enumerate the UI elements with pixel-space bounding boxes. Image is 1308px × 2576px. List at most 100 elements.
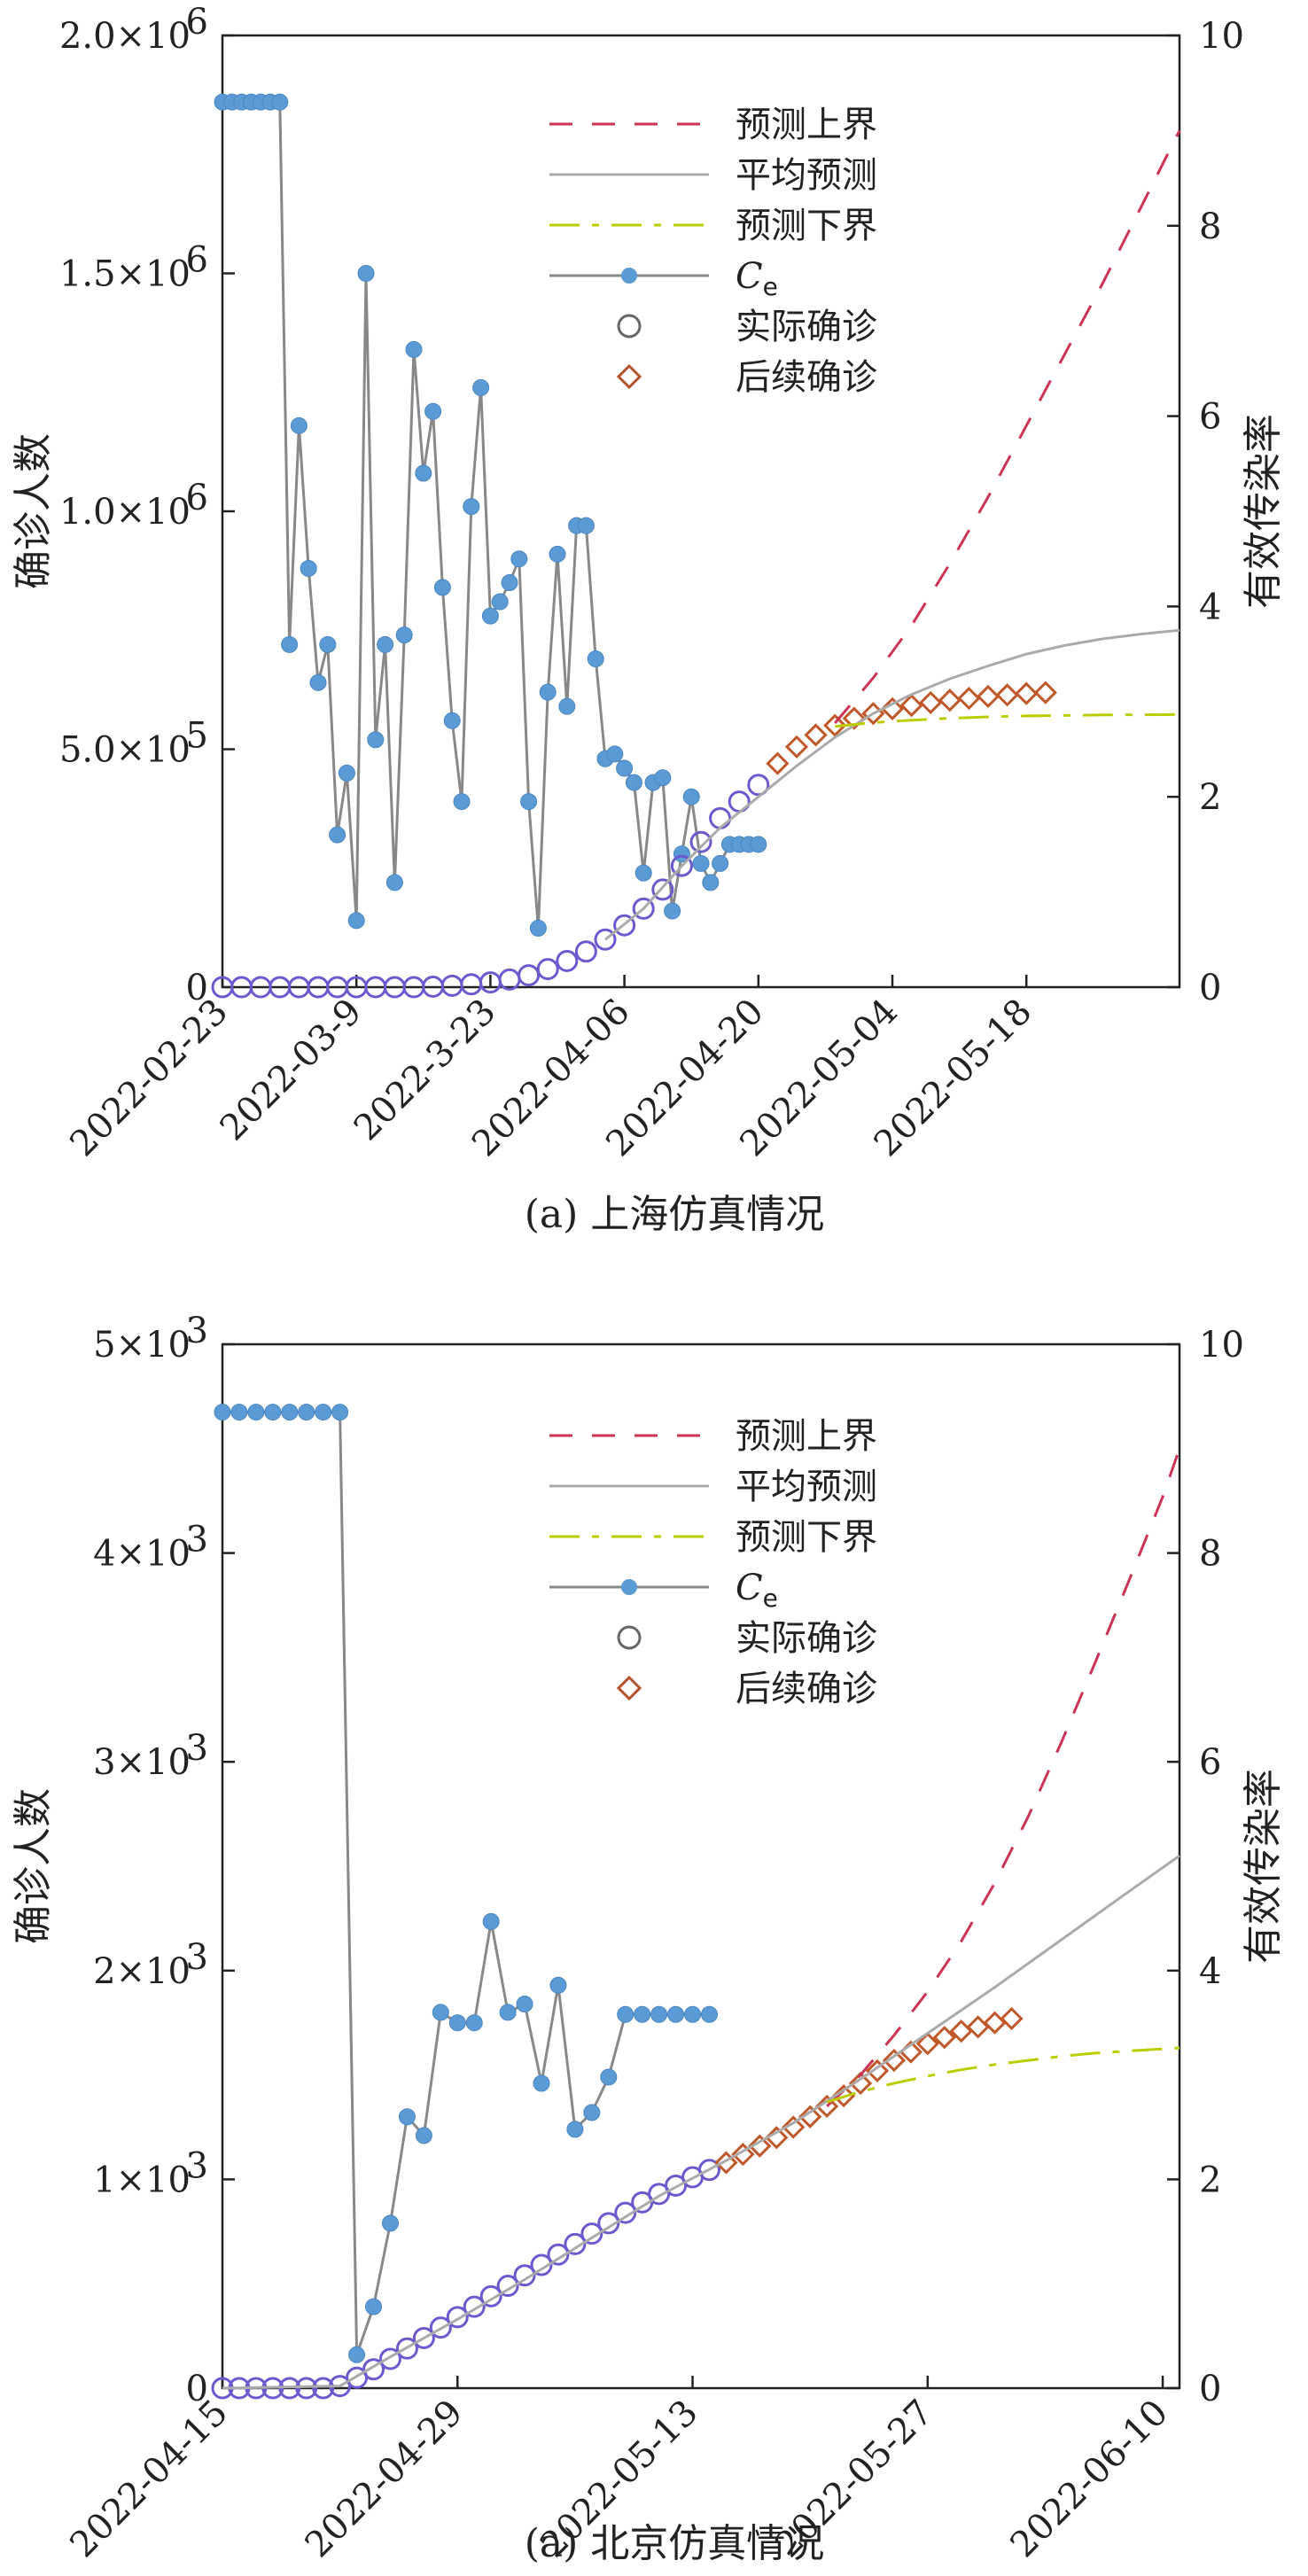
y-right-tick-label: 2 — [1199, 2160, 1221, 2200]
actual-confirmed-point — [530, 2253, 553, 2276]
later-confirmed-point — [1000, 2006, 1024, 2031]
y-left-tick-exponent: 6 — [186, 2, 208, 43]
y-left-tick-exponent: 6 — [186, 240, 208, 281]
later-confirmed-point — [782, 2115, 806, 2139]
ce-point — [583, 2104, 601, 2121]
series-平均预测 — [222, 1854, 1180, 2390]
ce-point — [463, 498, 480, 516]
series-预测下界 — [826, 2046, 1180, 2104]
y-left-tick-label: 5.0×10 — [59, 730, 191, 771]
ce-point — [558, 697, 576, 715]
ce-point — [453, 793, 471, 811]
ce-point — [281, 635, 299, 653]
ce-point — [499, 2004, 517, 2021]
legend-label: 预测下界 — [736, 1517, 877, 1558]
actual-confirmed-point — [440, 974, 463, 997]
legend-label: 后续确诊 — [736, 1669, 877, 1709]
ce-point — [712, 854, 729, 872]
actual-confirmed-point — [747, 774, 770, 797]
y-left-tick-label: 1×10 — [93, 2160, 191, 2200]
legend-label: 平均预测 — [736, 1467, 877, 1507]
y-right-tick-label: 0 — [1199, 968, 1221, 1008]
ce-point — [247, 1404, 265, 1421]
y-left-tick-exponent: 5 — [186, 716, 208, 757]
actual-confirmed-point — [513, 2264, 536, 2287]
y-left-tick-exponent: 3 — [186, 1520, 208, 1560]
y-left-tick-exponent: 3 — [186, 1937, 208, 1978]
ce-point — [338, 764, 355, 782]
actual-confirmed-point — [632, 897, 655, 920]
ce-point — [501, 574, 518, 592]
legend-swatch-circle — [617, 1625, 642, 1650]
ce-point — [700, 2005, 718, 2023]
ce-point — [424, 402, 442, 420]
actual-confirmed-point — [378, 2347, 401, 2370]
series-预测下界 — [835, 712, 1180, 728]
later-confirmed-point — [804, 723, 828, 747]
actual-confirmed-point — [564, 2232, 587, 2255]
y-right-tick-label: 8 — [1199, 1534, 1221, 1575]
ce-point — [381, 2214, 399, 2232]
ce-point — [357, 265, 375, 282]
ce-point — [281, 1404, 299, 1421]
ce-point — [443, 712, 461, 729]
ce-point — [230, 1404, 248, 1421]
series-平均预测 — [604, 628, 1180, 941]
ce-point — [405, 340, 423, 358]
ce-point — [319, 635, 337, 653]
ce-point — [520, 793, 538, 811]
ce-point — [365, 2298, 383, 2315]
ce-point — [650, 2005, 668, 2023]
ce-point — [290, 416, 308, 434]
y-left-tick-label: 5×10 — [93, 1325, 191, 1366]
later-confirmed-point — [848, 2071, 873, 2096]
y-left-tick-exponent: 3 — [186, 1311, 208, 1351]
x-tick-label: 2022-03-9 — [213, 992, 370, 1149]
ce-point — [329, 826, 346, 844]
later-confirmed-point — [748, 2134, 772, 2158]
ce-point — [432, 2004, 449, 2021]
legend-label: 预测上界 — [736, 1416, 877, 1457]
ce-point — [377, 635, 394, 653]
actual-confirmed-point — [412, 2326, 435, 2349]
y-left-tick-exponent: 3 — [186, 1728, 208, 1769]
actual-confirmed-point — [460, 973, 483, 996]
ce-point — [549, 545, 566, 563]
ce-point — [684, 2005, 702, 2023]
ce-point — [395, 626, 413, 644]
y-right-tick-label: 2 — [1199, 777, 1221, 818]
ce-point — [616, 759, 634, 777]
later-confirmed-point — [938, 689, 962, 712]
ce-point — [433, 579, 451, 596]
ce-point — [617, 2005, 635, 2023]
series-预测上界 — [834, 129, 1181, 724]
series-line — [222, 1854, 1180, 2390]
ce-point — [348, 2346, 366, 2363]
ce-point — [533, 2074, 550, 2092]
actual-confirmed-point — [295, 2377, 318, 2400]
series-C_e — [214, 1404, 718, 2363]
ce-point — [634, 2005, 651, 2023]
x-tick-label: 2022-04-29 — [298, 2393, 471, 2566]
legend-swatch-diamond — [616, 363, 642, 390]
y-right-axis-title: 有效传染率 — [1241, 414, 1286, 609]
x-tick-label: 2022-02-23 — [62, 992, 236, 1165]
y-right-tick-label: 4 — [1199, 587, 1221, 627]
series-line — [826, 1448, 1181, 2107]
actual-confirmed-point — [613, 914, 636, 937]
actual-confirmed-point — [689, 830, 712, 853]
later-confirmed-point — [899, 693, 923, 718]
ce-point — [465, 2014, 483, 2032]
series-line — [834, 129, 1181, 724]
legend-swatch-dot — [621, 268, 637, 284]
actual-confirmed-point — [446, 2306, 469, 2329]
ce-point — [491, 593, 509, 611]
legend-label: Ce — [736, 1568, 778, 1613]
legend-swatch-circle — [617, 314, 642, 339]
y-left-tick-label: 0 — [186, 2369, 208, 2409]
later-confirmed-point — [915, 2032, 939, 2056]
ce-point — [516, 1995, 533, 2012]
ce-point — [448, 2014, 466, 2032]
y-left-tick-exponent: 6 — [186, 478, 208, 518]
legend-label: 实际确诊 — [736, 307, 877, 347]
